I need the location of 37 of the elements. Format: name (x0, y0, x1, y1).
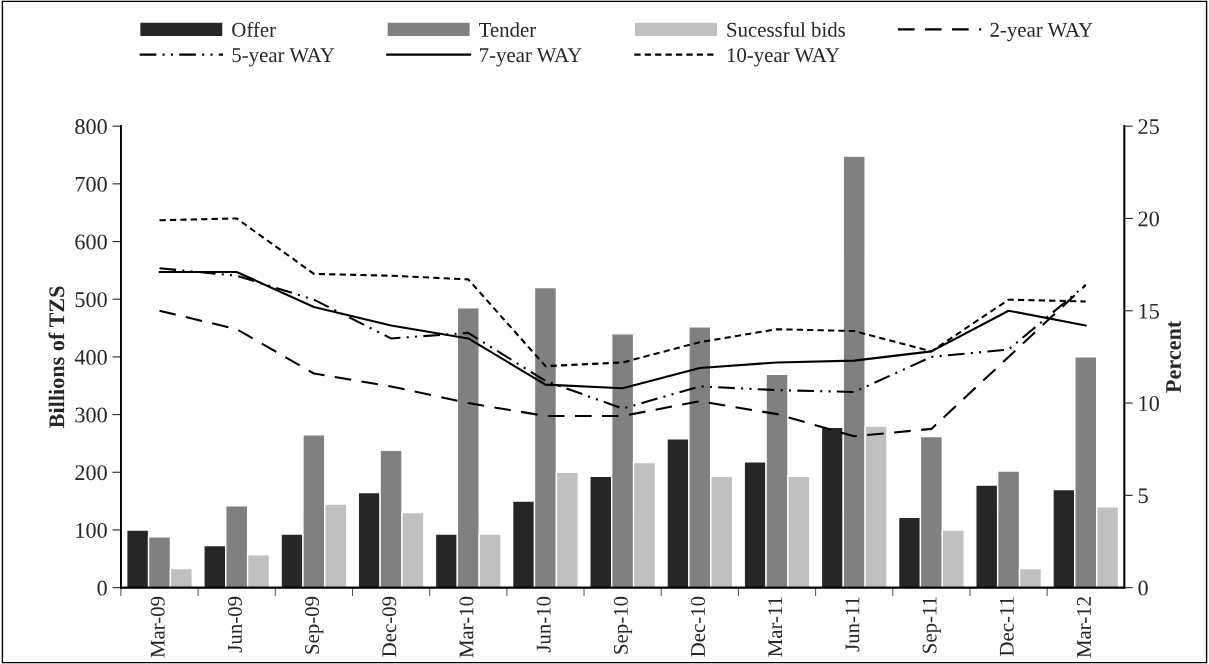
y-tick-label: 400 (74, 349, 107, 365)
y2-axis-title: Percent (1166, 320, 1181, 393)
y2-tick-label: 5 (1138, 488, 1148, 504)
x-tick-label: Sep-11 (922, 597, 941, 653)
y-tick-label: 600 (75, 234, 107, 250)
y2-tick-label: 10 (1139, 395, 1159, 411)
y-tick-label: 300 (75, 407, 107, 423)
x-tick-label: Sep-09 (305, 596, 324, 654)
y-axis-title: Billions of TZS (48, 286, 65, 428)
x-tick-label: Mar-10 (459, 596, 474, 658)
legend-label: 5-year WAY (232, 48, 335, 67)
x-tick-label: Mar-12 (1076, 597, 1091, 658)
y2-tick-label: 20 (1138, 211, 1159, 227)
x-tick-label: Mar-09 (150, 596, 165, 658)
x-tick-label: Mar-11 (768, 597, 783, 657)
y2-tick-label: 15 (1139, 303, 1159, 319)
legend-label: 10-year WAY (727, 48, 840, 67)
y-tick-label: 800 (75, 119, 107, 135)
x-tick-label: Dec-10 (690, 596, 706, 657)
y-tick-label: 100 (76, 522, 107, 538)
y2-tick-label: 0 (1138, 580, 1148, 596)
x-tick-label: Jun-09 (227, 596, 242, 653)
legend-label: 2-year WAY (990, 22, 1093, 42)
x-tick-label: Dec-11 (999, 597, 1014, 656)
legend-label: Sucessful bids (727, 21, 846, 37)
y-tick-label: 0 (97, 580, 107, 596)
legend-label: Tender (479, 22, 536, 37)
legend-label: Offer (232, 21, 276, 37)
x-tick-label: Jun-10 (536, 596, 551, 653)
x-tick-label: Jun-11 (845, 597, 860, 652)
x-tick-label: Sep-10 (613, 596, 633, 654)
y-tick-label: 500 (75, 292, 107, 308)
y2-tick-label: 25 (1138, 119, 1159, 135)
x-tick-label: Dec-09 (382, 596, 397, 657)
y-tick-label: 700 (75, 176, 107, 192)
legend-label: 7-year WAY (480, 48, 582, 67)
y-tick-label: 200 (75, 465, 107, 481)
